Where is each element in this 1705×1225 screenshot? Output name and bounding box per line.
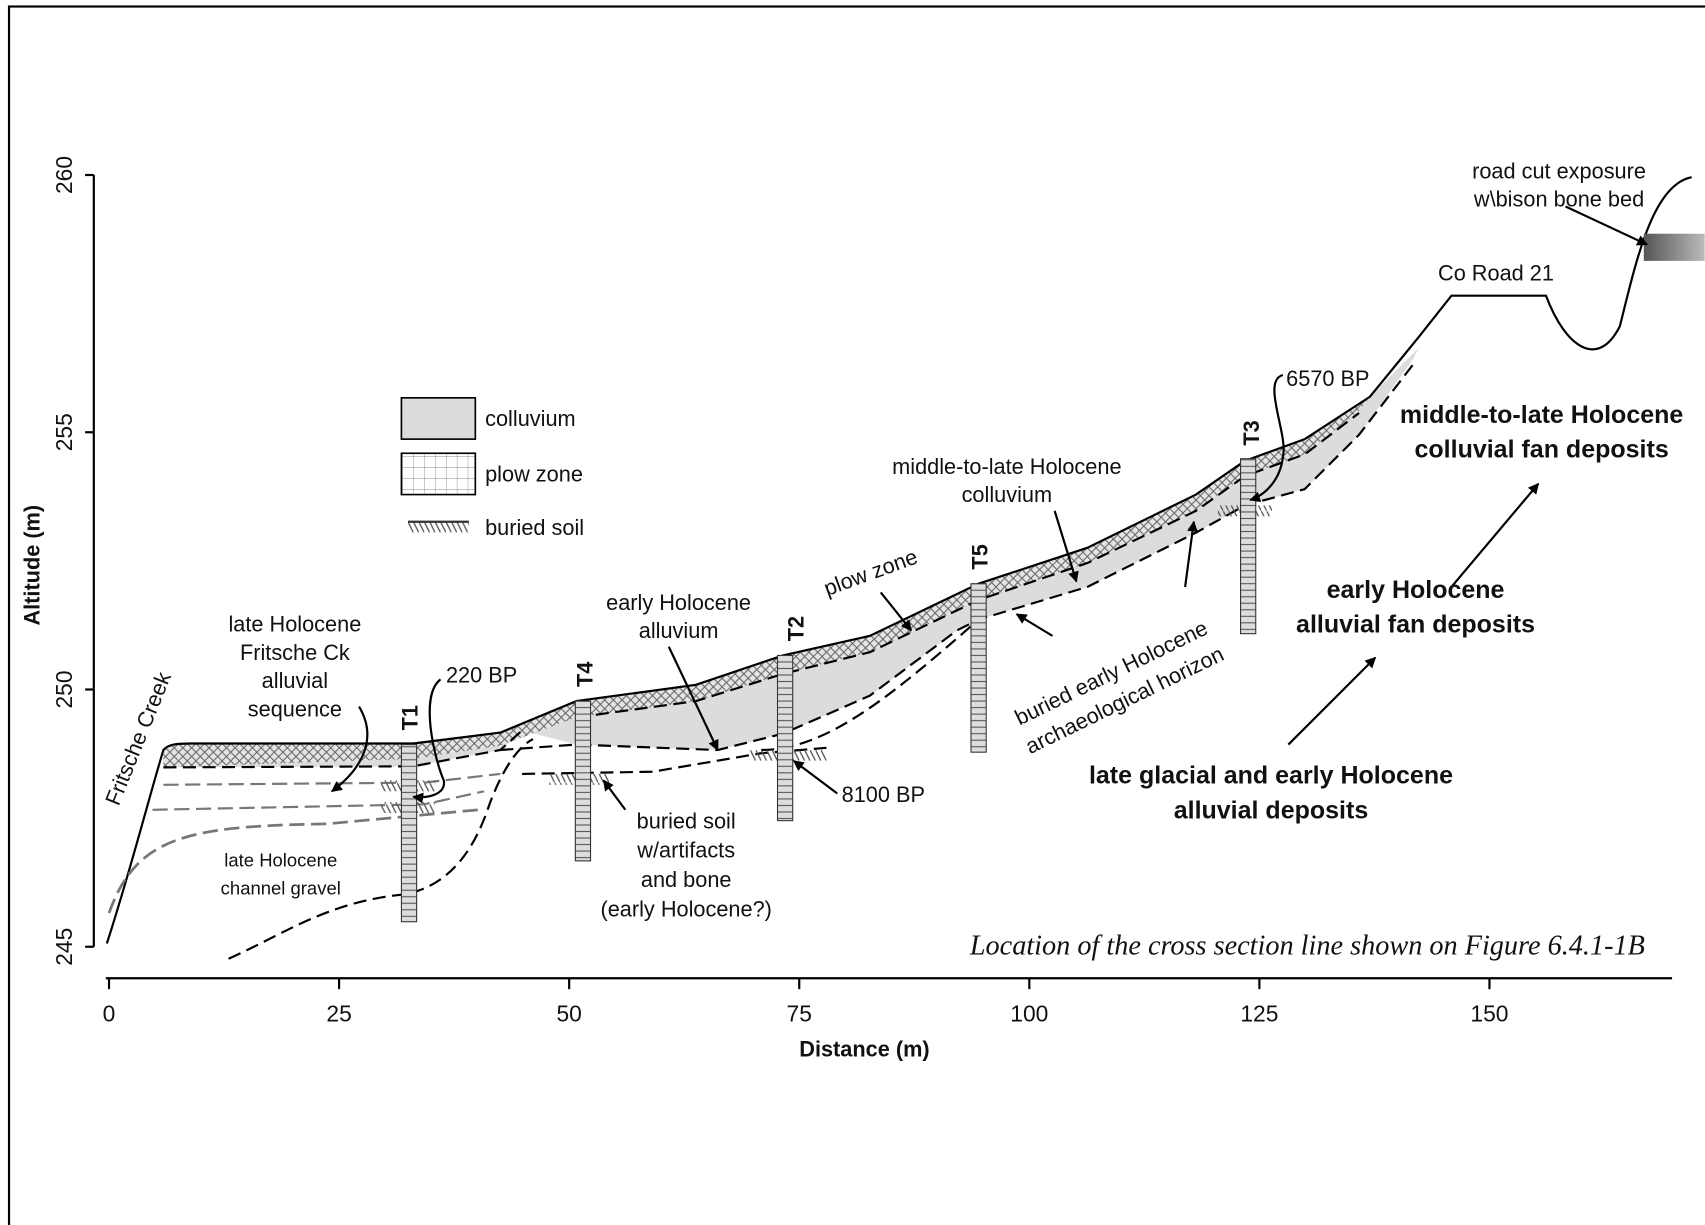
trench-label: T4: [573, 662, 598, 687]
annotation: colluvium: [962, 482, 1053, 507]
x-tick-label: 100: [1010, 1001, 1048, 1027]
annotation: 220 BP: [446, 663, 517, 688]
legend-label: plow zone: [485, 462, 583, 487]
x-tick-label: 150: [1470, 1001, 1508, 1027]
trench-label: T3: [1239, 420, 1264, 445]
trench-label: T2: [784, 616, 809, 641]
annotation: alluvium: [639, 618, 719, 643]
annotation: late glacial and early Holocene: [1089, 762, 1453, 790]
annotation: alluvial: [262, 668, 328, 693]
annotation: early Holocene: [1327, 576, 1505, 604]
x-tick-label: 75: [787, 1001, 812, 1027]
annotation: alluvial fan deposits: [1296, 611, 1535, 639]
annotation: w/artifacts: [636, 838, 735, 863]
annotation: sequence: [248, 696, 342, 721]
trench-label: T5: [967, 544, 992, 569]
annotation: colluvial fan deposits: [1415, 436, 1669, 464]
annotation: road cut exposure: [1472, 158, 1646, 183]
annotation: late Holocene: [224, 849, 337, 870]
annotation: and bone: [641, 867, 732, 892]
annotation: middle-to-late Holocene: [892, 454, 1121, 479]
annotation: late Holocene: [228, 612, 361, 637]
x-tick-label: 125: [1240, 1001, 1278, 1027]
annotation: middle-to-late Holocene: [1400, 401, 1683, 429]
annotation: buried soil: [637, 808, 736, 833]
x-tick-label: 0: [103, 1001, 116, 1027]
annotation: plow zone: [820, 544, 920, 601]
x-tick-label: 50: [556, 1001, 581, 1027]
x-axis-label: Distance (m): [799, 1037, 929, 1062]
y-tick-label: 245: [51, 928, 77, 966]
y-tick-label: 250: [51, 670, 77, 708]
annotation: Fritsche Creek: [100, 668, 176, 808]
y-tick-label: 255: [51, 413, 77, 451]
y-tick-label: 260: [51, 156, 77, 194]
annotation: Fritsche Ck: [240, 640, 350, 665]
annotation: 8100 BP: [842, 782, 925, 807]
annotation: channel gravel: [221, 878, 341, 899]
legend-label: buried soil: [485, 515, 584, 540]
annotation: w\bison bone bed: [1473, 187, 1644, 212]
legend: [401, 398, 475, 533]
annotation: early Holocene: [606, 590, 751, 615]
cross-section: 0 25 50 75 100 125 150 245 250 255 260 Distance (m)…: [0, 0, 1705, 1225]
y-axis-label: Altitude (m): [19, 505, 44, 626]
legend-label: colluvium: [485, 406, 576, 431]
caption: Location of the cross section line shown…: [969, 930, 1645, 961]
annotation: (early Holocene?): [600, 896, 771, 921]
annotation: Co Road 21: [1438, 260, 1554, 285]
x-tick-label: 25: [326, 1001, 351, 1027]
annotation: 6570 BP: [1286, 366, 1369, 391]
annotation: alluvial deposits: [1174, 796, 1369, 824]
trench-label: T1: [398, 705, 423, 730]
